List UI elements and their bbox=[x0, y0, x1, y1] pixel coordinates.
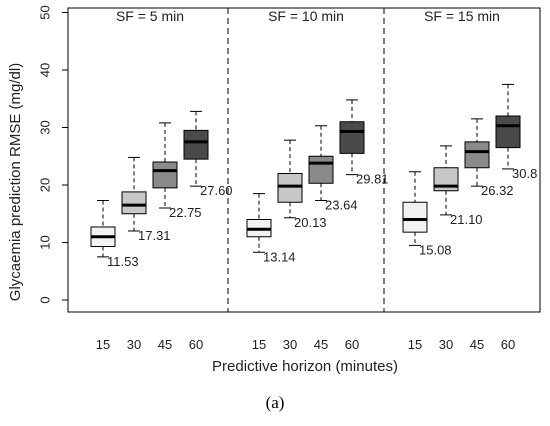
mean-value-label: 11.53 bbox=[107, 254, 139, 269]
mean-value-label: 20.13 bbox=[294, 215, 327, 230]
x-tick-label: 15 bbox=[252, 337, 266, 352]
box bbox=[277, 173, 303, 203]
box bbox=[495, 115, 521, 149]
y-tick-label: 50 bbox=[37, 5, 52, 19]
mean-value-label: 30.8 bbox=[512, 166, 537, 181]
rmse-boxplot-chart: 0 10 20 30 40 50 SF = 5 min 11.53 15 17.31 30 22.75… bbox=[7, 5, 541, 375]
box bbox=[339, 121, 365, 154]
x-axis-label: Predictive horizon (minutes) bbox=[212, 358, 398, 375]
mean-value-label: 17.31 bbox=[138, 228, 171, 243]
plot-frame bbox=[67, 7, 541, 313]
x-tick-label: 30 bbox=[439, 337, 453, 352]
panel-label: SF = 10 min bbox=[268, 8, 344, 24]
y-tick-label: 0 bbox=[37, 296, 52, 303]
mean-value-label: 21.10 bbox=[450, 212, 483, 227]
panel-label: SF = 5 min bbox=[116, 8, 184, 24]
y-tick-label: 10 bbox=[37, 235, 52, 249]
y-tick-label: 40 bbox=[37, 63, 52, 77]
mean-value-label: 26.32 bbox=[481, 183, 514, 198]
mean-value-label: 15.08 bbox=[419, 242, 452, 257]
x-tick-label: 30 bbox=[127, 337, 141, 352]
x-tick-label: 30 bbox=[283, 337, 297, 352]
x-tick-label: 45 bbox=[470, 337, 484, 352]
x-tick-label: 60 bbox=[345, 337, 359, 352]
y-tick-label: 30 bbox=[37, 120, 52, 134]
mean-value-label: 27.60 bbox=[200, 183, 233, 198]
mean-value-label: 22.75 bbox=[169, 205, 202, 220]
x-tick-label: 60 bbox=[189, 337, 203, 352]
box bbox=[152, 161, 178, 189]
y-tick-label: 20 bbox=[37, 178, 52, 192]
figure-caption: (a) bbox=[265, 393, 285, 412]
mean-value-label: 13.14 bbox=[263, 249, 296, 264]
box bbox=[183, 129, 209, 160]
box bbox=[308, 155, 334, 184]
box bbox=[121, 191, 147, 215]
x-tick-label: 60 bbox=[501, 337, 515, 352]
y-axis-label: Glycaemia prediction RMSE (mg/dl) bbox=[7, 63, 24, 301]
x-tick-label: 45 bbox=[158, 337, 172, 352]
box bbox=[402, 201, 428, 233]
x-tick-label: 15 bbox=[96, 337, 110, 352]
mean-value-label: 29.81 bbox=[356, 172, 389, 187]
panel-label: SF = 15 min bbox=[424, 8, 500, 24]
x-tick-label: 15 bbox=[408, 337, 422, 352]
x-tick-label: 45 bbox=[314, 337, 328, 352]
box bbox=[464, 141, 490, 169]
mean-value-label: 23.64 bbox=[325, 198, 358, 213]
